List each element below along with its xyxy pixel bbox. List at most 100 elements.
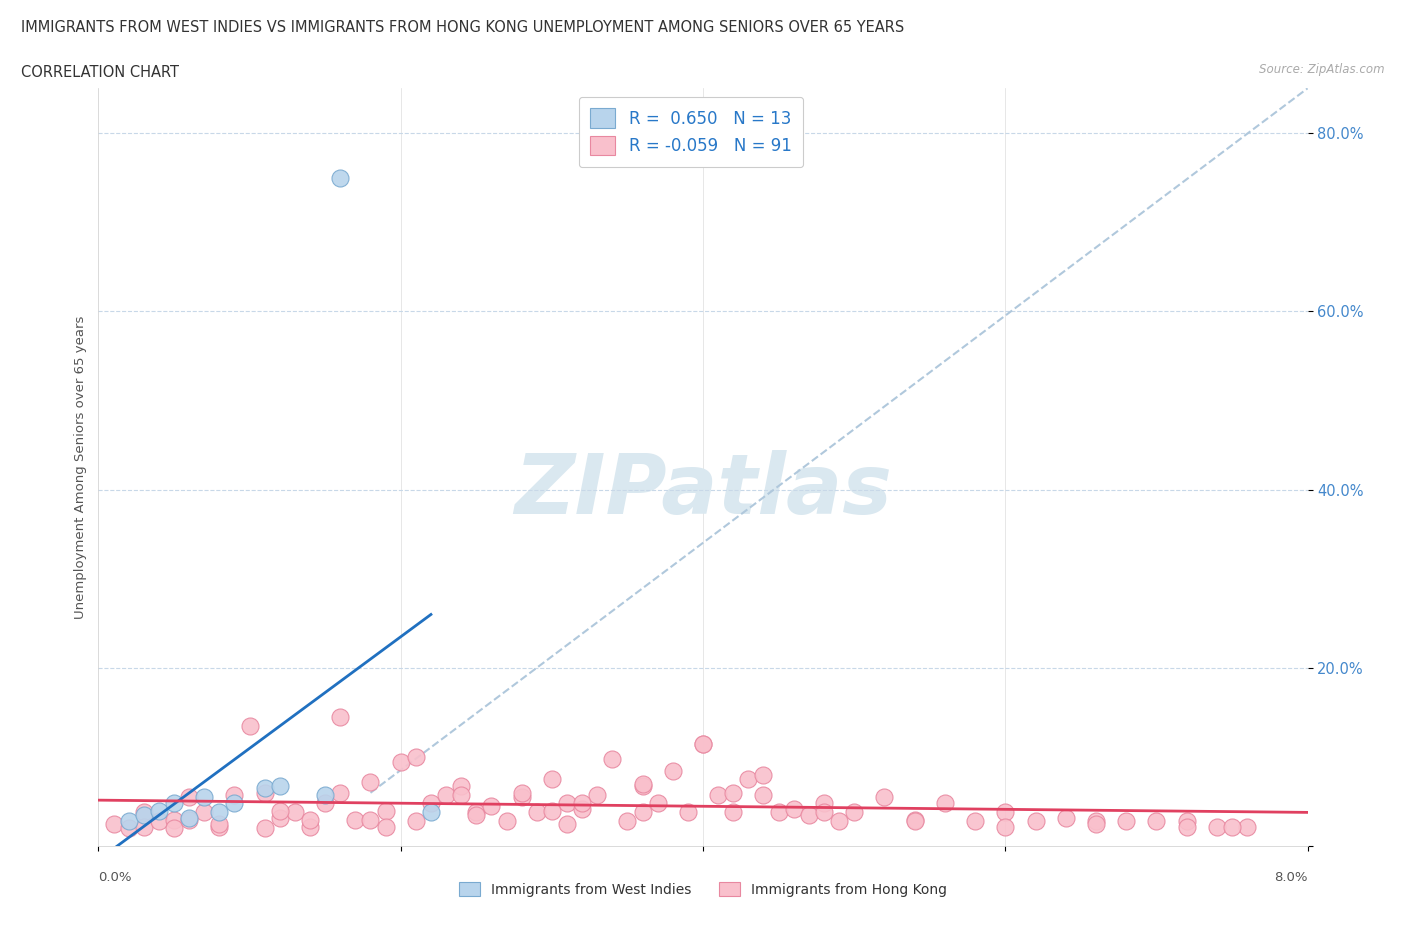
Point [329,710,352,724]
Point [1144,814,1167,829]
Point [994,819,1017,834]
Text: 0.0%: 0.0% [98,871,132,884]
Point [253,821,276,836]
Point [284,805,307,820]
Point [797,807,820,822]
Point [314,796,336,811]
Point [994,805,1017,820]
Point [163,812,186,827]
Point [299,812,322,827]
Point [163,796,186,811]
Point [768,805,790,820]
Point [465,805,488,820]
Point [1175,819,1198,834]
Point [148,814,170,829]
Point [389,754,412,769]
Text: 8.0%: 8.0% [1274,871,1308,884]
Point [813,796,835,811]
Point [179,812,201,827]
Point [752,767,775,782]
Text: CORRELATION CHART: CORRELATION CHART [21,65,179,80]
Point [1220,819,1243,834]
Point [965,814,987,829]
Point [103,817,125,831]
Point [419,805,441,820]
Point [434,787,457,802]
Point [631,778,654,793]
Point [359,812,381,827]
Point [148,804,170,818]
Point [782,802,804,817]
Point [1205,819,1229,834]
Point [1085,814,1108,829]
Point [903,814,925,829]
Point [329,785,352,800]
Point [540,804,562,818]
Point [224,796,246,811]
Point [903,812,925,827]
Point [314,787,336,802]
Point [707,787,730,802]
Point [118,821,141,836]
Point [616,814,638,829]
Point [118,814,141,829]
Point [692,737,714,751]
Point [374,819,396,834]
Point [329,170,352,185]
Point [813,805,835,820]
Point [479,799,503,814]
Point [510,785,533,800]
Point [1024,814,1046,829]
Point [208,817,231,831]
Point [450,787,472,802]
Point [692,737,714,751]
Point [299,819,322,834]
Point [269,804,291,818]
Point [602,751,624,766]
Point [163,821,186,836]
Point [540,772,562,787]
Point [1236,819,1258,834]
Text: ZIPatlas: ZIPatlas [515,449,891,530]
Point [359,775,381,790]
Point [571,802,593,817]
Point [661,763,683,777]
Point [1085,817,1108,831]
Point [208,819,231,834]
Point [253,785,276,800]
Point [631,805,654,820]
Point [676,805,699,820]
Point [631,777,654,791]
Point [132,807,155,822]
Point [193,790,215,804]
Point [179,790,201,804]
Point [374,804,396,818]
Point [465,807,488,822]
Point [269,810,291,825]
Point [239,719,262,734]
Point [723,785,745,800]
Point [344,812,367,827]
Point [405,814,427,829]
Y-axis label: Unemployment Among Seniors over 65 years: Unemployment Among Seniors over 65 years [75,315,87,619]
Point [269,778,291,793]
Point [132,805,155,820]
Point [1054,810,1077,825]
Point [208,805,231,820]
Point [224,787,246,802]
Point [495,814,517,829]
Point [586,787,609,802]
Point [526,805,548,820]
Text: IMMIGRANTS FROM WEST INDIES VS IMMIGRANTS FROM HONG KONG UNEMPLOYMENT AMONG SENI: IMMIGRANTS FROM WEST INDIES VS IMMIGRANT… [21,20,904,35]
Point [555,817,578,831]
Point [752,787,775,802]
Text: Source: ZipAtlas.com: Source: ZipAtlas.com [1260,63,1385,76]
Point [179,810,201,825]
Point [450,778,472,793]
Point [934,796,956,811]
Legend: Immigrants from West Indies, Immigrants from Hong Kong: Immigrants from West Indies, Immigrants … [453,875,953,904]
Point [571,796,593,811]
Point [1175,814,1198,829]
Point [510,790,533,804]
Point [647,796,669,811]
